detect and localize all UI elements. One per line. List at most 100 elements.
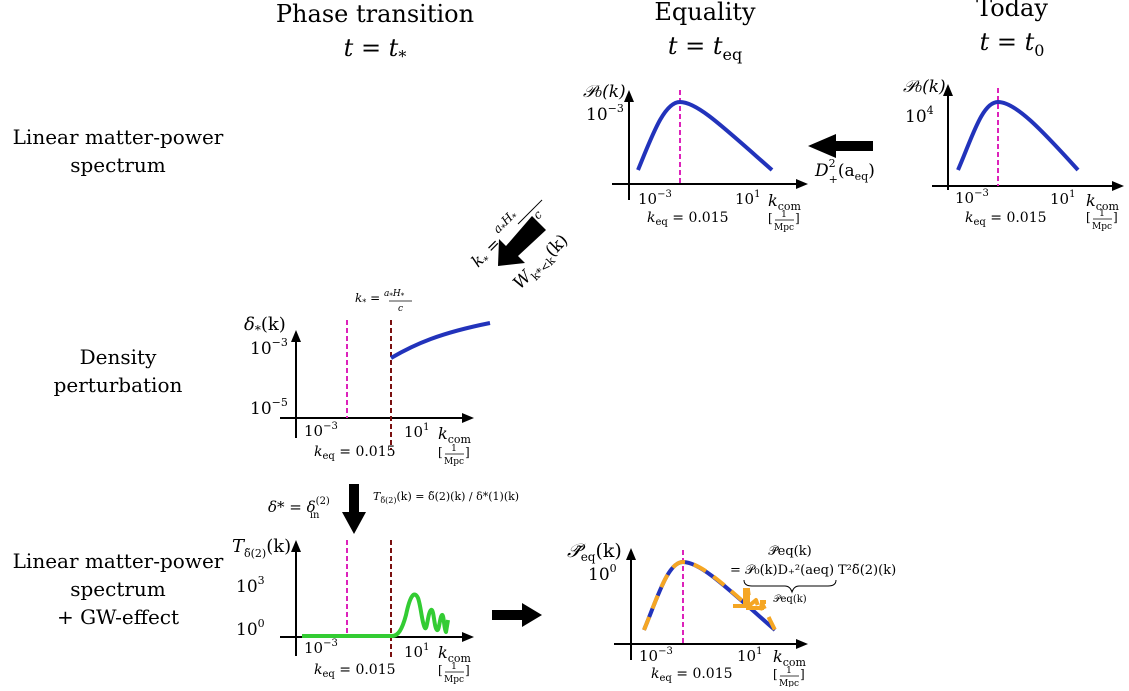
transfer-tick-high: 101 (404, 642, 429, 661)
transfer-ytick-high: 103 (236, 574, 265, 597)
transfer-xunit: [ 1 Mpc ] (438, 662, 470, 685)
svg-text:Linear matter-power: Linear matter-power (13, 549, 224, 573)
density-ytick-low: 10−5 (250, 396, 288, 419)
transfer-y-arrowhead (291, 540, 301, 552)
transfer-def-label: Tδ̃(2)(k) = δ̃(2)(k) / δ*(1)(k) (373, 490, 519, 505)
final-ylabel: 𝒫̃eq(k) (567, 540, 622, 564)
equality-keq-label: keq = 0.015 (647, 210, 729, 228)
density-xunit: [ 1 Mpc ] (438, 444, 470, 467)
equality-ytick: 10−3 (586, 102, 624, 125)
cut-k-fraction-bar (517, 199, 543, 225)
growth-factor-arrow: D2 +(aeq) (808, 134, 875, 186)
today-ylabel: 𝒫₀(k) (903, 77, 946, 97)
panel-density: δ*(k) 10−3 10−5 k* = a*H* c 10−3 101 kco… (244, 289, 491, 467)
column-header-today: Today t = t0 (976, 0, 1048, 60)
transfer-keq-label: keq = 0.015 (314, 662, 396, 680)
panel-today: 𝒫₀(k) 104 10−3 101 kcom keq = 0.015 [ 1 … (903, 77, 1124, 232)
init-label: δ* = δ(2) in (268, 496, 330, 521)
combine-arrow (492, 603, 542, 627)
equality-tick-low: 10−3 (638, 189, 672, 208)
final-keq-label: keq = 0.015 (651, 666, 733, 684)
svg-text:Mpc: Mpc (1092, 222, 1112, 232)
today-tick-low: 10−3 (955, 188, 989, 207)
equality-time: t = teq (668, 32, 742, 64)
panel-transfer: Tδ̃(2)(k) 103 100 10−3 101 kcom keq = 0.… (232, 536, 474, 685)
today-title: Today (976, 0, 1048, 22)
equality-xunit: [ 1 Mpc ] (768, 210, 800, 233)
column-header-equality: Equality t = teq (654, 0, 756, 64)
svg-text:1: 1 (451, 444, 457, 454)
row-label-density: Density perturbation (54, 345, 183, 397)
svg-text:spectrum: spectrum (70, 577, 166, 601)
today-keq-label: keq = 0.015 (965, 210, 1047, 228)
transfer-tick-low: 10−3 (304, 638, 338, 657)
row-label-gw: Linear matter-power spectrum + GW-effect (13, 549, 224, 629)
svg-text:perturbation: perturbation (54, 373, 183, 397)
final-xlabel: kcom (773, 647, 806, 669)
density-y-arrowhead (291, 330, 301, 342)
final-xunit: [ 1 Mpc ] (773, 666, 805, 689)
svg-text:[: [ (768, 211, 773, 225)
svg-text:]: ] (465, 663, 470, 677)
svg-text:]: ] (465, 445, 470, 459)
final-x-arrowhead (796, 639, 808, 649)
svg-text:[: [ (1086, 210, 1091, 224)
density-curve (389, 321, 491, 360)
row-label-linear: Linear matter-power spectrum (13, 125, 224, 177)
svg-text:]: ] (800, 667, 805, 681)
density-tick-high: 101 (404, 422, 429, 441)
equality-ylabel: 𝒫₀(k) (583, 82, 626, 102)
initial-condition-arrow: δ* = δ(2) in Tδ̃(2)(k) = δ̃(2)(k) / δ*(1)… (268, 484, 519, 534)
underbrace (743, 579, 837, 594)
svg-text:[: [ (773, 667, 778, 681)
svg-text:1: 1 (451, 662, 457, 672)
svg-text:1: 1 (1099, 209, 1105, 219)
svg-text:1: 1 (786, 666, 792, 676)
transfer-curve (302, 592, 450, 638)
svg-text:Mpc: Mpc (779, 679, 799, 687)
svg-text:[: [ (438, 663, 443, 677)
transfer-xlabel: kcom (438, 643, 471, 665)
brace-equation: = 𝒫₀(k)D₊²(aeq) (730, 563, 834, 578)
final-ytick: 100 (588, 562, 617, 585)
equality-title: Equality (654, 0, 756, 26)
svg-text:Mpc: Mpc (444, 675, 464, 685)
svg-text:1: 1 (781, 210, 787, 220)
today-tick-high: 101 (1050, 189, 1075, 208)
density-x-arrowhead (462, 413, 474, 423)
today-spectrum-curve (956, 99, 1080, 172)
density-ytick-high: 10−3 (250, 336, 288, 359)
transfer-x-arrowhead (462, 632, 474, 642)
final-tick-high: 101 (737, 646, 762, 665)
svg-text:[: [ (438, 445, 443, 459)
growth-arrow-label: D2 +(aeq) (814, 157, 875, 186)
density-keq-label: keq = 0.015 (314, 444, 396, 462)
today-xlabel: kcom (1086, 191, 1119, 213)
window-arrow-shape (498, 216, 546, 266)
svg-text:spectrum: spectrum (70, 153, 166, 177)
svg-text:Density: Density (80, 345, 157, 369)
density-ylabel: δ*(k) (244, 314, 286, 337)
svg-text:Mpc: Mpc (444, 457, 464, 467)
growth-arrow-shape (808, 134, 873, 158)
equality-y-arrowhead (624, 90, 634, 102)
today-ytick: 104 (905, 104, 934, 127)
brace-tail: T²δ̃(2)(k) (838, 563, 896, 578)
panel-final: 𝒫̃eq(k) 100 10−3 101 kcom keq = 0.015 [ … (567, 540, 896, 689)
phase-time: t = t* (344, 34, 407, 66)
svg-text:Mpc: Mpc (774, 223, 794, 233)
today-time: t = t0 (980, 28, 1045, 60)
final-tick-low: 10−3 (639, 646, 673, 665)
today-y-arrowhead (943, 84, 953, 96)
panel-equality: 𝒫₀(k) 10−3 10−3 101 kcom keq = 0.015 [ 1… (583, 82, 808, 233)
svg-text:Linear matter-power: Linear matter-power (13, 125, 224, 149)
equality-spectrum-curve (636, 99, 774, 172)
final-gw-steps (733, 588, 766, 610)
final-y-arrowhead (626, 548, 636, 560)
density-xlabel: kcom (438, 424, 471, 446)
down-arrow-shape (342, 484, 366, 534)
equality-xlabel: kcom (768, 191, 801, 213)
window-arrow: k* = a*H* c Wk*<k(k) (467, 199, 572, 294)
transfer-ytick-low: 100 (236, 617, 265, 640)
